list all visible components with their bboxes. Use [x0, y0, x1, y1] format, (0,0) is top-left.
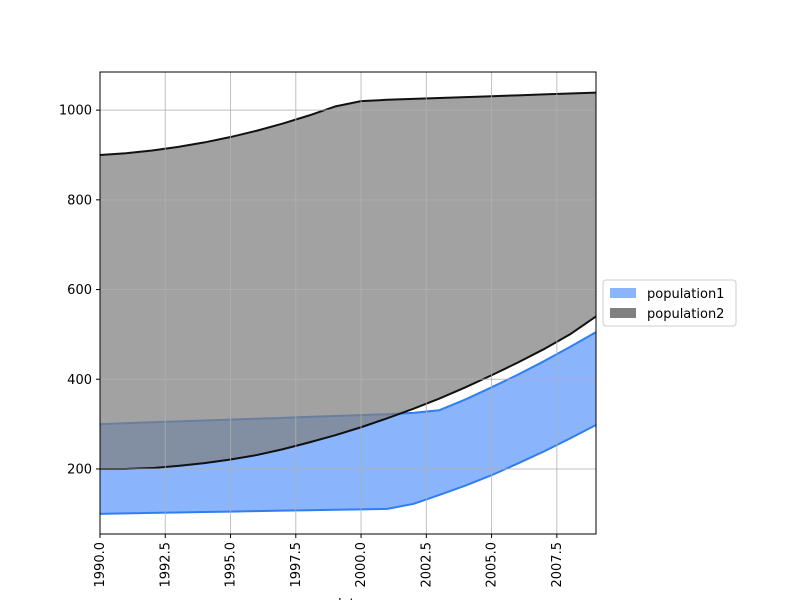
- x-axis-label: date: [333, 597, 362, 600]
- series-layer: [99, 91, 597, 515]
- plot-area: [99, 71, 597, 535]
- legend-swatch-population2: [610, 308, 636, 318]
- legend-label-population1: population1: [647, 287, 724, 302]
- legend-swatch-population1: [610, 288, 636, 298]
- x-axis: 1990.0 1992.5 1995.0 1997.5 2000.0 2002.5 2005…: [93, 534, 565, 588]
- x-tick-label-3: 1997.5: [289, 542, 304, 588]
- x-tick-label-2: 1995.0: [224, 542, 239, 588]
- x-tick-label-4: 2000.0: [354, 542, 369, 588]
- plot-frame: [99, 71, 597, 535]
- line-population2-lower: [100, 315, 597, 470]
- x-tick-label-0: 1990.0: [93, 542, 108, 588]
- y-tick-label-2: 600: [67, 283, 92, 298]
- line-population1-lower: [99, 424, 597, 515]
- x-tick-label-1: 1992.5: [158, 542, 173, 588]
- y-tick-label-1: 400: [67, 373, 92, 388]
- legend-label-population2: population2: [647, 307, 724, 322]
- y-tick-label-0: 200: [67, 462, 92, 477]
- legend-frame: [602, 279, 737, 327]
- y-tick-label-4: 1000: [59, 104, 92, 119]
- y-axis: 200 400 600 800 1000: [59, 104, 100, 477]
- x-tick-label-6: 2005.0: [485, 542, 500, 588]
- y-tick-label-3: 800: [67, 193, 92, 208]
- line-population2-upper: [99, 91, 597, 156]
- x-tick-label-5: 2002.5: [419, 542, 434, 588]
- x-tick-label-7: 2007.5: [550, 542, 565, 588]
- area-population2: [100, 92, 596, 469]
- legend: population1 population2: [602, 279, 737, 327]
